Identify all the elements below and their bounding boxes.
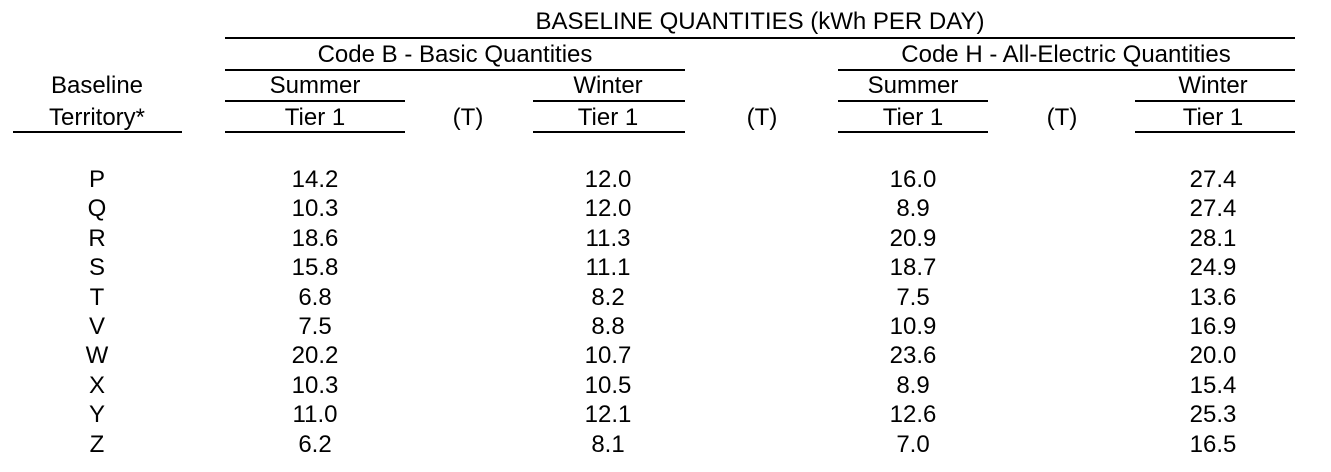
value-cell: 15.4 [1189, 371, 1237, 399]
value-cell: 18.6 [291, 224, 339, 252]
value-cell: 10.7 [584, 342, 632, 370]
rule [225, 131, 405, 133]
table-title: BASELINE QUANTITIES (kWh PER DAY) [535, 8, 985, 35]
value-cell: 28.1 [1189, 224, 1237, 252]
column-header: Baseline [50, 72, 144, 99]
column-header: Tier 1 [577, 104, 639, 131]
territory-cell: P [88, 166, 106, 193]
value-cell: 8.2 [591, 283, 625, 311]
territory-cell: T [89, 283, 105, 311]
value-cell: 8.9 [896, 195, 930, 223]
value-cell: 12.0 [584, 195, 632, 223]
value-cell: 27.4 [1189, 166, 1237, 193]
rule [225, 69, 685, 71]
value-cell: 11.1 [585, 254, 631, 282]
rule [225, 37, 1295, 39]
group-header: Code B - Basic Quantities [317, 41, 593, 68]
value-cell: 11.3 [585, 224, 631, 252]
rule [838, 131, 988, 133]
column-header: Winter [573, 72, 643, 99]
column-header: Summer [269, 72, 361, 99]
rule [225, 100, 405, 102]
rule [1135, 100, 1295, 102]
value-cell: 24.9 [1189, 254, 1237, 282]
territory-cell: Y [88, 401, 106, 429]
territory-cell: R [88, 224, 106, 252]
value-cell: 12.6 [889, 401, 937, 429]
value-cell: 10.9 [889, 313, 937, 340]
territory-cell: Q [87, 195, 107, 223]
value-cell: 10.3 [291, 371, 339, 399]
column-header: Tier 1 [1182, 104, 1244, 131]
value-cell: 10.5 [584, 371, 632, 399]
rule [533, 131, 685, 133]
column-header: (T) [1046, 104, 1078, 131]
value-cell: 8.8 [591, 313, 625, 340]
value-cell: 7.5 [896, 283, 930, 311]
value-cell: 23.6 [889, 342, 937, 370]
value-cell: 16.5 [1189, 430, 1237, 458]
column-header: (T) [746, 104, 778, 131]
value-cell: 16.0 [889, 166, 937, 193]
column-header: Territory* [48, 104, 146, 131]
value-cell: 20.2 [291, 342, 339, 370]
value-cell: 15.8 [291, 254, 339, 282]
territory-cell: X [88, 371, 106, 399]
territory-cell: Z [89, 430, 105, 458]
territory-cell: S [88, 254, 106, 282]
value-cell: 18.7 [889, 254, 937, 282]
rule [838, 100, 988, 102]
column-header: Tier 1 [882, 104, 944, 131]
value-cell: 20.0 [1189, 342, 1237, 370]
value-cell: 11.0 [292, 401, 338, 429]
value-cell: 7.5 [298, 313, 332, 340]
column-header: Winter [1178, 72, 1248, 99]
value-cell: 14.2 [291, 166, 339, 193]
column-header: Tier 1 [284, 104, 346, 131]
value-cell: 16.9 [1189, 313, 1237, 340]
value-cell: 10.3 [291, 195, 339, 223]
value-cell: 12.0 [584, 166, 632, 193]
group-header: Code H - All-Electric Quantities [901, 41, 1231, 68]
value-cell: 25.3 [1189, 401, 1237, 429]
value-cell: 13.6 [1189, 283, 1237, 311]
column-header: (T) [452, 104, 484, 131]
column-header: Summer [867, 72, 959, 99]
value-cell: 8.9 [896, 371, 930, 399]
territory-cell: V [88, 313, 106, 340]
rule [1135, 131, 1295, 133]
value-cell: 20.9 [889, 224, 937, 252]
rule [838, 69, 1295, 71]
rule [13, 131, 182, 133]
value-cell: 7.0 [896, 430, 930, 458]
value-cell: 12.1 [584, 401, 632, 429]
territory-cell: W [85, 342, 109, 370]
value-cell: 27.4 [1189, 195, 1237, 223]
value-cell: 6.2 [298, 430, 332, 458]
value-cell: 6.8 [298, 283, 332, 311]
rule [533, 100, 685, 102]
value-cell: 8.1 [591, 430, 625, 458]
